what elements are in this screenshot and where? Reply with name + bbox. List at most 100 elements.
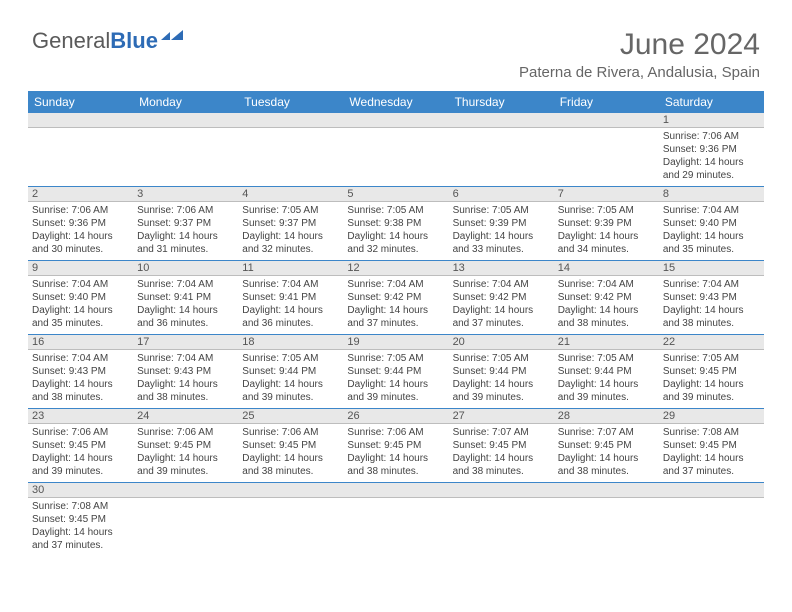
daylight-line-1: Daylight: 14 hours (453, 452, 550, 465)
sunrise-line: Sunrise: 7:04 AM (663, 204, 760, 217)
day-cell: Sunrise: 7:05 AMSunset: 9:45 PMDaylight:… (659, 350, 764, 408)
day-cell: Sunrise: 7:04 AMSunset: 9:43 PMDaylight:… (133, 350, 238, 408)
daylight-line-2: and 39 minutes. (558, 391, 655, 404)
day-cell: Sunrise: 7:06 AMSunset: 9:37 PMDaylight:… (133, 202, 238, 260)
day-cell: Sunrise: 7:06 AMSunset: 9:36 PMDaylight:… (28, 202, 133, 260)
sunrise-line: Sunrise: 7:06 AM (663, 130, 760, 143)
sunrise-line: Sunrise: 7:04 AM (453, 278, 550, 291)
sunrise-line: Sunrise: 7:06 AM (347, 426, 444, 439)
sunset-line: Sunset: 9:42 PM (558, 291, 655, 304)
daylight-line-2: and 39 minutes. (663, 391, 760, 404)
daylight-line-2: and 36 minutes. (242, 317, 339, 330)
daylight-line-2: and 32 minutes. (347, 243, 444, 256)
sunset-line: Sunset: 9:45 PM (137, 439, 234, 452)
weekday-tuesday: Tuesday (238, 91, 343, 113)
day-cell (449, 498, 554, 556)
daylight-line-1: Daylight: 14 hours (137, 452, 234, 465)
week-daynum-row: 2345678 (28, 187, 764, 202)
logo-text-1: General (32, 28, 110, 54)
daylight-line-2: and 37 minutes. (32, 539, 129, 552)
day-number (133, 483, 238, 497)
sunset-line: Sunset: 9:37 PM (242, 217, 339, 230)
day-cell: Sunrise: 7:04 AMSunset: 9:41 PMDaylight:… (133, 276, 238, 334)
day-number (554, 483, 659, 497)
daylight-line-1: Daylight: 14 hours (32, 452, 129, 465)
sunset-line: Sunset: 9:44 PM (453, 365, 550, 378)
daylight-line-2: and 31 minutes. (137, 243, 234, 256)
daylight-line-1: Daylight: 14 hours (663, 304, 760, 317)
day-cell: Sunrise: 7:04 AMSunset: 9:42 PMDaylight:… (554, 276, 659, 334)
sunset-line: Sunset: 9:43 PM (663, 291, 760, 304)
daylight-line-1: Daylight: 14 hours (558, 452, 655, 465)
daylight-line-2: and 39 minutes. (453, 391, 550, 404)
day-number: 1 (659, 113, 764, 127)
day-cell: Sunrise: 7:07 AMSunset: 9:45 PMDaylight:… (449, 424, 554, 482)
sunrise-line: Sunrise: 7:05 AM (347, 352, 444, 365)
day-cell: Sunrise: 7:04 AMSunset: 9:42 PMDaylight:… (343, 276, 448, 334)
sunset-line: Sunset: 9:43 PM (32, 365, 129, 378)
sunset-line: Sunset: 9:41 PM (137, 291, 234, 304)
day-number: 24 (133, 409, 238, 423)
day-number (449, 483, 554, 497)
daylight-line-1: Daylight: 14 hours (242, 230, 339, 243)
sunset-line: Sunset: 9:39 PM (558, 217, 655, 230)
sunrise-line: Sunrise: 7:04 AM (137, 352, 234, 365)
daylight-line-1: Daylight: 14 hours (32, 378, 129, 391)
sunset-line: Sunset: 9:45 PM (347, 439, 444, 452)
day-cell (343, 128, 448, 186)
location: Paterna de Rivera, Andalusia, Spain (519, 64, 760, 81)
day-number: 17 (133, 335, 238, 349)
sunrise-line: Sunrise: 7:04 AM (663, 278, 760, 291)
day-cell: Sunrise: 7:04 AMSunset: 9:43 PMDaylight:… (659, 276, 764, 334)
daylight-line-2: and 39 minutes. (32, 465, 129, 478)
daylight-line-1: Daylight: 14 hours (137, 378, 234, 391)
sunrise-line: Sunrise: 7:05 AM (453, 204, 550, 217)
day-cell: Sunrise: 7:06 AMSunset: 9:45 PMDaylight:… (238, 424, 343, 482)
daylight-line-1: Daylight: 14 hours (137, 230, 234, 243)
day-number: 12 (343, 261, 448, 275)
sunrise-line: Sunrise: 7:05 AM (242, 352, 339, 365)
day-number: 23 (28, 409, 133, 423)
sunset-line: Sunset: 9:45 PM (663, 439, 760, 452)
day-number (343, 113, 448, 127)
day-number: 11 (238, 261, 343, 275)
sunrise-line: Sunrise: 7:05 AM (663, 352, 760, 365)
daylight-line-1: Daylight: 14 hours (32, 526, 129, 539)
day-number: 14 (554, 261, 659, 275)
day-number (238, 113, 343, 127)
day-number: 7 (554, 187, 659, 201)
week-daynum-row: 1 (28, 113, 764, 128)
day-number: 8 (659, 187, 764, 201)
daylight-line-2: and 35 minutes. (663, 243, 760, 256)
day-cell: Sunrise: 7:04 AMSunset: 9:40 PMDaylight:… (659, 202, 764, 260)
daylight-line-1: Daylight: 14 hours (558, 230, 655, 243)
day-cell: Sunrise: 7:06 AMSunset: 9:45 PMDaylight:… (343, 424, 448, 482)
sunset-line: Sunset: 9:40 PM (663, 217, 760, 230)
sunrise-line: Sunrise: 7:05 AM (242, 204, 339, 217)
weekday-thursday: Thursday (449, 91, 554, 113)
sunrise-line: Sunrise: 7:05 AM (347, 204, 444, 217)
day-cell: Sunrise: 7:08 AMSunset: 9:45 PMDaylight:… (28, 498, 133, 556)
day-number: 16 (28, 335, 133, 349)
day-cell: Sunrise: 7:04 AMSunset: 9:43 PMDaylight:… (28, 350, 133, 408)
daylight-line-1: Daylight: 14 hours (137, 304, 234, 317)
day-cell: Sunrise: 7:07 AMSunset: 9:45 PMDaylight:… (554, 424, 659, 482)
daylight-line-2: and 30 minutes. (32, 243, 129, 256)
sunset-line: Sunset: 9:45 PM (242, 439, 339, 452)
daylight-line-2: and 37 minutes. (663, 465, 760, 478)
day-cell: Sunrise: 7:05 AMSunset: 9:44 PMDaylight:… (238, 350, 343, 408)
sunrise-line: Sunrise: 7:08 AM (663, 426, 760, 439)
sunset-line: Sunset: 9:45 PM (32, 439, 129, 452)
daylight-line-1: Daylight: 14 hours (347, 378, 444, 391)
daylight-line-1: Daylight: 14 hours (242, 378, 339, 391)
sunrise-line: Sunrise: 7:04 AM (558, 278, 655, 291)
daylight-line-2: and 39 minutes. (242, 391, 339, 404)
day-number: 6 (449, 187, 554, 201)
calendar: SundayMondayTuesdayWednesdayThursdayFrid… (28, 91, 764, 556)
week-daynum-row: 9101112131415 (28, 261, 764, 276)
sunrise-line: Sunrise: 7:05 AM (558, 204, 655, 217)
day-number: 18 (238, 335, 343, 349)
day-number: 28 (554, 409, 659, 423)
sunrise-line: Sunrise: 7:04 AM (137, 278, 234, 291)
sunrise-line: Sunrise: 7:05 AM (453, 352, 550, 365)
